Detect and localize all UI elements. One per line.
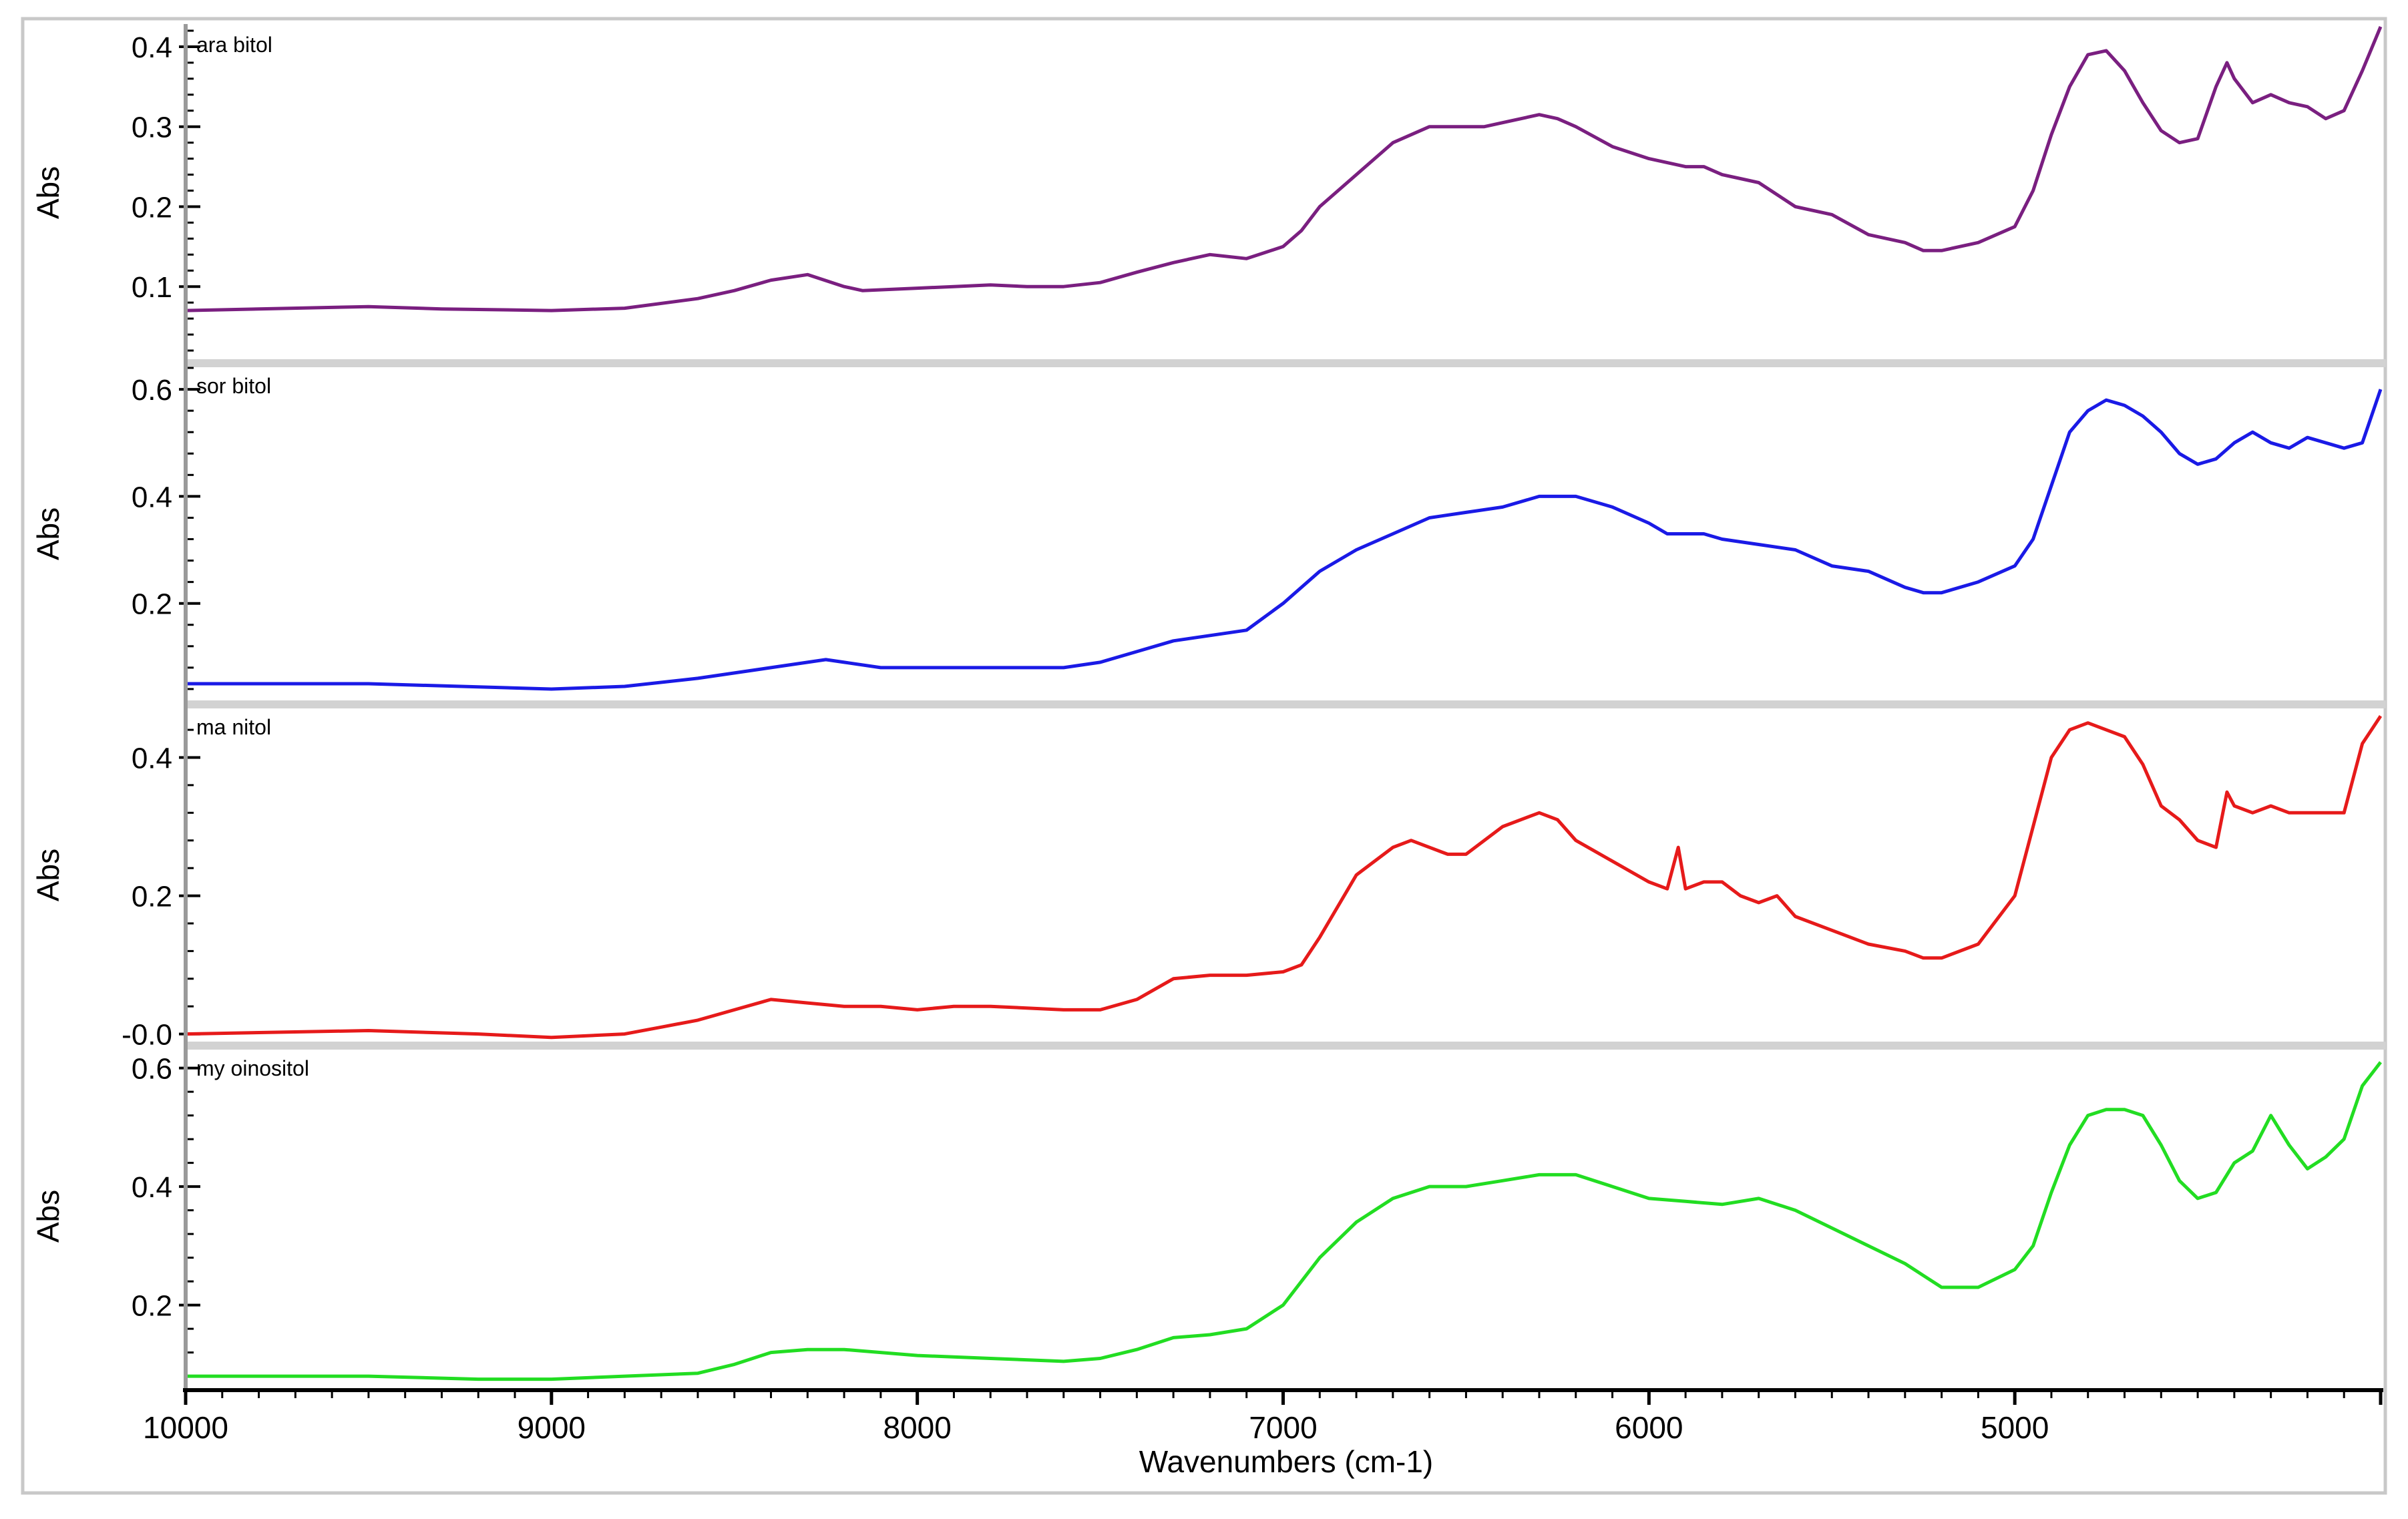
sample-label-arabitol: ara bitol <box>196 33 272 57</box>
panel-manitol: -0.0 0.2 0.4 Abs ma nitol <box>31 715 2383 1052</box>
x-tick-label: 7000 <box>1249 1410 1317 1445</box>
y-tick-label: 0.1 <box>132 271 172 304</box>
y-axis-label: Abs <box>31 1190 65 1243</box>
panel-separator <box>186 700 2386 708</box>
y-axis-label: Abs <box>31 166 65 219</box>
y-tick-label: 0.4 <box>132 31 172 64</box>
panel-separator <box>186 1042 2386 1050</box>
sample-label-sorbitol: sor bitol <box>196 374 271 398</box>
panels-layer: 0.1 0.2 0.3 0.4 Abs ara bitol 0.2 0.4 0.6 Abs sor … <box>31 26 2386 1381</box>
outer-frame <box>21 17 2387 1495</box>
series-line-manitol <box>185 715 2383 1040</box>
y-tick-label: 0.4 <box>132 742 172 775</box>
panel-separator <box>186 359 2386 367</box>
panel-myoinositol: 0.2 0.4 0.6 Abs my oinositol <box>31 1053 2382 1381</box>
y-axis-label: Abs <box>31 849 65 901</box>
panel-arabitol: 0.1 0.2 0.3 0.4 Abs ara bitol <box>31 26 2383 352</box>
series-line-myoinositol <box>186 1061 2382 1381</box>
y-tick-label: 0.2 <box>132 1290 172 1323</box>
x-tick-label: 8000 <box>883 1410 951 1445</box>
sample-label-myoinositol: my oinositol <box>196 1056 309 1080</box>
y-tick-label: 0.3 <box>132 112 172 144</box>
y-tick-label: 0.2 <box>132 588 172 621</box>
panel-sorbitol: 0.2 0.4 0.6 Abs sor bitol <box>31 367 2383 691</box>
x-axis: 10000 9000 8000 7000 6000 5000 <box>143 24 2383 1445</box>
y-tick-label: 0.2 <box>132 191 172 224</box>
x-tick-label: 5000 <box>1981 1410 2049 1445</box>
y-tick-label: 0.6 <box>132 1053 172 1086</box>
x-tick-label: 10000 <box>143 1410 228 1445</box>
y-tick-label: 0.4 <box>132 481 172 513</box>
y-tick-label: 0.2 <box>132 881 172 913</box>
series-line-arabitol <box>185 26 2383 312</box>
y-tick-label: -0.0 <box>122 1019 172 1052</box>
sample-label-manitol: ma nitol <box>196 715 271 739</box>
y-axis-label: Abs <box>31 507 65 560</box>
y-tick-label: 0.6 <box>132 374 172 407</box>
x-axis-label: Wavenumbers (cm-1) <box>1139 1444 1433 1479</box>
y-tick-label: 0.4 <box>132 1171 172 1204</box>
x-tick-label: 9000 <box>518 1410 586 1445</box>
series-line-sorbitol <box>186 389 2383 691</box>
x-tick-label: 6000 <box>1615 1410 1683 1445</box>
